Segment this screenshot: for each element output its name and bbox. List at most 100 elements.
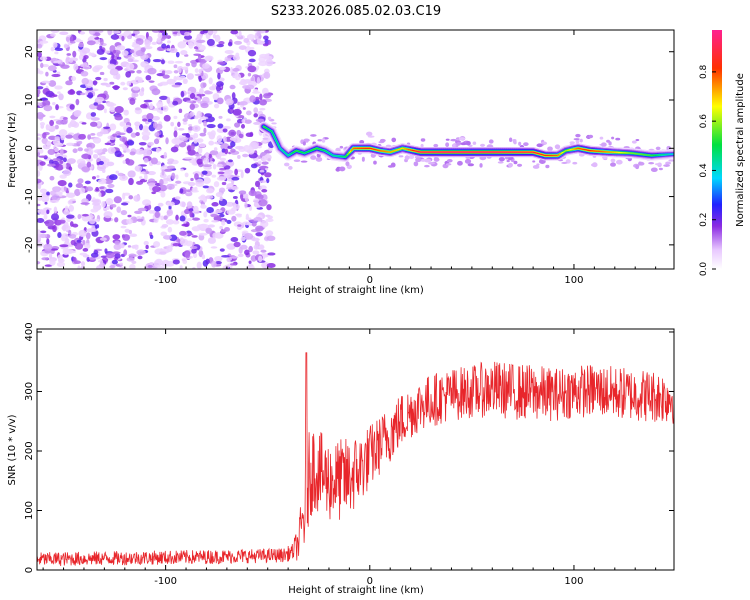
spectrogram-noise-blob bbox=[236, 35, 244, 40]
spectrogram-noise-blob bbox=[48, 80, 57, 87]
spectrogram-noise-blob bbox=[196, 110, 202, 118]
spectrogram-noise-blob bbox=[129, 263, 136, 269]
spectrogram-noise-blob bbox=[109, 123, 117, 131]
spectrogram-noise-blob bbox=[238, 190, 247, 195]
spectrogram-noise-blob bbox=[239, 101, 248, 106]
spectrogram-noise-blob bbox=[67, 123, 72, 128]
spectrogram-noise-blob bbox=[133, 92, 139, 98]
spectrogram-noise-blob bbox=[256, 38, 261, 44]
spectrogram-noise-blob bbox=[143, 157, 149, 163]
spectrogram-noise-blob bbox=[179, 265, 183, 269]
spectrogram-noise-blob bbox=[129, 97, 136, 105]
spectrogram-noise-blob bbox=[172, 243, 181, 247]
spectrogram-halo-blob bbox=[635, 164, 639, 170]
spectrogram-noise-blob bbox=[37, 170, 41, 177]
spectrogram-noise-blob bbox=[80, 202, 90, 205]
spectrogram-noise-blob bbox=[166, 183, 175, 190]
spectrogram-noise-blob bbox=[212, 93, 220, 101]
spectrogram-noise-blob bbox=[208, 140, 215, 146]
spectrogram-noise-blob bbox=[80, 265, 85, 269]
spectrogram-noise-blob bbox=[116, 132, 126, 136]
spectrogram-noise-blob bbox=[254, 180, 261, 188]
spectrogram-noise-blob bbox=[186, 90, 192, 95]
spectrogram-noise-blob bbox=[46, 238, 50, 245]
spectrogram-noise-blob bbox=[166, 165, 176, 170]
spectrogram-noise-blob bbox=[89, 35, 97, 38]
spectrogram-ytick-label: 0 bbox=[24, 145, 35, 151]
spectrogram-noise-blob bbox=[132, 86, 140, 91]
spectrogram-noise-blob bbox=[46, 140, 52, 148]
spectrogram-noise-blob bbox=[113, 49, 117, 54]
spectrogram-noise-blob bbox=[54, 51, 59, 55]
spectrogram-halo-blob bbox=[271, 122, 277, 125]
spectrogram-noise-blob bbox=[205, 55, 214, 61]
spectrogram-noise-blob bbox=[177, 41, 187, 49]
spectrogram-noise-blob bbox=[64, 237, 69, 245]
spectrogram-noise-blob bbox=[167, 40, 171, 44]
spectrogram-noise-blob bbox=[66, 214, 75, 219]
chart-title: S233.2026.085.02.03.C19 bbox=[271, 4, 441, 19]
spectrogram-noise-blob bbox=[95, 104, 105, 111]
spectrogram-noise-blob bbox=[136, 249, 146, 256]
spectrogram-noise-blob bbox=[187, 149, 196, 156]
spectrogram-noise-blob bbox=[247, 147, 255, 155]
spectrogram-noise-blob bbox=[121, 202, 129, 206]
spectrogram-noise-blob bbox=[105, 205, 110, 211]
spectrogram-noise-blob bbox=[109, 68, 119, 76]
spectrogram-noise-blob bbox=[265, 218, 274, 223]
snr-ytick-label: 300 bbox=[24, 382, 35, 401]
spectrogram-noise-blob bbox=[84, 180, 91, 185]
colorbar-ticks: 0.0 0.2 0.4 0.6 0.8 bbox=[699, 64, 716, 276]
spectrogram-noise-blob bbox=[175, 174, 179, 180]
spectrogram-noise-blob bbox=[264, 53, 270, 60]
spectrogram-noise-blob bbox=[99, 38, 104, 46]
spectrogram-noise-blob bbox=[219, 248, 225, 252]
spectrogram-halo-blob bbox=[456, 141, 461, 146]
spectrogram-halo-blob bbox=[599, 136, 604, 140]
spectrogram-noise-blob bbox=[256, 31, 261, 37]
spectrogram-noise-blob bbox=[52, 158, 61, 162]
spectrogram-noise-blob bbox=[68, 58, 74, 63]
spectrogram-noise-blob bbox=[237, 154, 241, 159]
spectrogram-noise-blob bbox=[261, 189, 268, 193]
spectrogram-noise-blob bbox=[207, 224, 216, 228]
spectrogram-halo-blob bbox=[488, 139, 494, 144]
spectrogram-noise-blob bbox=[99, 262, 106, 268]
spectrogram-noise-blob bbox=[114, 240, 121, 245]
spectrogram-noise-blob bbox=[135, 107, 141, 111]
spectrogram-noise-blob bbox=[215, 260, 222, 265]
spectrogram-noise-blob bbox=[37, 137, 42, 140]
spectrogram-noise-blob bbox=[260, 249, 267, 253]
spectrogram-noise-blob bbox=[203, 211, 208, 218]
spectrogram-noise-blob bbox=[49, 119, 54, 127]
spectrogram-noise-blob bbox=[110, 204, 117, 208]
spectrogram-xtick-label: 0 bbox=[367, 275, 373, 286]
spectrogram-halo-blob bbox=[606, 139, 611, 143]
spectrogram-noise-blob bbox=[94, 65, 104, 69]
spectrogram-noise-blob bbox=[92, 202, 100, 206]
spectrogram-noise-blob bbox=[82, 50, 87, 54]
spectrogram-noise-blob bbox=[194, 153, 203, 157]
spectrogram-noise-blob bbox=[178, 127, 185, 131]
colorbar-tick-label: 0.8 bbox=[699, 64, 709, 79]
spectrogram-noise-blob bbox=[86, 161, 92, 168]
spectrogram-noise-blob bbox=[259, 99, 268, 106]
spectrogram-noise-blob bbox=[66, 190, 70, 194]
spectrogram-noise-blob bbox=[62, 224, 67, 232]
spectrogram-noise-blob bbox=[211, 174, 217, 178]
spectrogram-noise-blob bbox=[230, 30, 239, 35]
spectrogram-noise-blob bbox=[178, 108, 183, 114]
spectrogram-noise-blob bbox=[76, 39, 84, 43]
spectrogram-noise-blob bbox=[226, 219, 232, 224]
spectrogram-noise-blob bbox=[208, 153, 212, 159]
spectrogram-halo-blob bbox=[507, 162, 513, 168]
spectrogram-noise-blob bbox=[39, 161, 46, 166]
spectrogram-halo-blob bbox=[300, 160, 308, 163]
spectrogram-noise-blob bbox=[179, 215, 186, 222]
spectrogram-noise-blob bbox=[114, 106, 124, 114]
spectrogram-noise-blob bbox=[172, 259, 180, 265]
spectrogram-noise-blob bbox=[159, 95, 169, 100]
spectrogram-noise-blob bbox=[160, 215, 165, 221]
spectrogram-noise-blob bbox=[202, 177, 211, 185]
spectrogram-noise-blob bbox=[240, 170, 244, 179]
